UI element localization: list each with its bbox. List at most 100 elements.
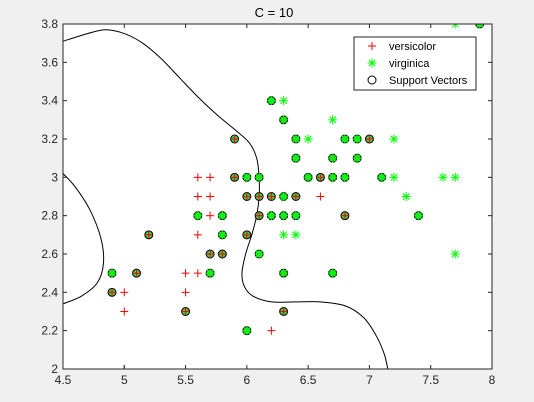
axes-box xyxy=(62,23,493,370)
versicolor-point xyxy=(206,250,215,258)
y-tick-label: 3.2 xyxy=(41,132,58,146)
legend-label-virginica: virginica xyxy=(389,58,430,70)
y-tick-label: 2.4 xyxy=(41,285,58,299)
virginica-point xyxy=(266,211,276,221)
virginica-point xyxy=(291,230,301,240)
virginica-point xyxy=(193,211,203,221)
decision-boundary-line xyxy=(63,29,389,369)
virginica-point xyxy=(438,172,448,182)
decision-boundaries xyxy=(63,29,389,369)
x-tick-label: 7 xyxy=(366,373,373,387)
versicolor-point xyxy=(230,173,239,182)
versicolor-point xyxy=(316,173,325,182)
x-tick-label: 4.5 xyxy=(55,373,72,387)
versicolor-point xyxy=(193,173,202,182)
x-tick-label: 8 xyxy=(489,373,496,387)
y-tick-label: 2.2 xyxy=(41,324,58,338)
virginica-markers xyxy=(107,24,485,336)
versicolor-point xyxy=(242,192,251,201)
virginica-point xyxy=(279,192,289,201)
versicolor-point xyxy=(316,192,325,201)
chart-title: C = 10 xyxy=(255,5,294,20)
virginica-point xyxy=(254,249,264,259)
versicolor-point xyxy=(242,230,251,239)
versicolor-point xyxy=(144,230,153,239)
legend-label-versicolor: versicolor xyxy=(389,41,436,53)
legend-label-support-vectors: Support Vectors xyxy=(389,75,468,87)
x-axis: 4.5 5 5.5 6 6.5 7 7.5 8 xyxy=(55,24,496,387)
versicolor-point xyxy=(279,307,288,316)
versicolor-point xyxy=(206,173,215,182)
versicolor-point xyxy=(230,135,239,143)
virginica-point xyxy=(291,153,301,163)
virginica-point xyxy=(352,153,362,163)
versicolor-point xyxy=(218,250,227,258)
y-tick-label: 3.6 xyxy=(41,55,58,69)
y-tick-label: 2 xyxy=(51,362,58,376)
legend-marker-versicolor xyxy=(368,42,376,50)
virginica-point xyxy=(377,172,387,182)
y-tick-label: 3.8 xyxy=(41,17,58,31)
x-tick-label: 5 xyxy=(121,373,128,387)
virginica-point xyxy=(367,58,377,68)
y-tick-label: 3.4 xyxy=(41,94,58,108)
virginica-point xyxy=(279,115,289,125)
versicolor-point xyxy=(291,192,300,201)
versicolor-point xyxy=(181,307,190,316)
support-vector-point xyxy=(367,75,377,85)
versicolor-point xyxy=(206,211,215,220)
versicolor-point xyxy=(108,288,117,297)
x-tick-label: 5.5 xyxy=(177,373,194,387)
legend-marker-virginica xyxy=(367,58,377,68)
versicolor-point xyxy=(120,288,129,297)
virginica-point xyxy=(413,211,423,221)
versicolor-point xyxy=(368,42,376,50)
versicolor-point xyxy=(193,192,202,201)
virginica-point xyxy=(401,192,411,201)
y-tick-label: 2.6 xyxy=(41,247,58,261)
virginica-point xyxy=(328,153,338,163)
versicolor-point xyxy=(193,230,202,239)
versicolor-point xyxy=(181,288,190,297)
virginica-point xyxy=(352,134,362,144)
virginica-point xyxy=(389,172,399,182)
legend: versicolor virginica Support Vectors xyxy=(353,36,477,91)
versicolor-point xyxy=(193,269,202,278)
decision-boundary-line xyxy=(63,173,105,305)
versicolor-point xyxy=(120,307,129,316)
virginica-point xyxy=(107,268,117,278)
y-tick-label: 3 xyxy=(51,170,58,184)
virginica-point xyxy=(279,230,289,240)
virginica-point xyxy=(303,134,313,144)
versicolor-point xyxy=(181,269,190,278)
virginica-point xyxy=(291,134,301,144)
versicolor-point xyxy=(132,269,141,278)
virginica-point xyxy=(279,268,289,278)
versicolor-point xyxy=(255,192,264,201)
y-tick-label: 2.8 xyxy=(41,209,58,223)
virginica-point xyxy=(303,172,313,182)
x-tick-label: 6 xyxy=(244,373,251,387)
virginica-point xyxy=(450,172,460,182)
virginica-point xyxy=(217,230,227,240)
versicolor-point xyxy=(206,192,215,201)
virginica-point xyxy=(242,326,252,336)
versicolor-point xyxy=(267,192,276,201)
virginica-point xyxy=(328,115,338,125)
virginica-point xyxy=(340,134,350,144)
versicolor-point xyxy=(267,326,276,335)
virginica-point xyxy=(328,172,338,182)
x-tick-label: 6.5 xyxy=(300,373,317,387)
versicolor-point xyxy=(340,211,349,220)
virginica-point xyxy=(279,96,289,106)
legend-marker-support-vectors xyxy=(367,75,377,85)
virginica-point xyxy=(217,211,227,221)
versicolor-point xyxy=(255,211,264,220)
virginica-point xyxy=(266,96,276,106)
virginica-point xyxy=(279,211,289,221)
virginica-point xyxy=(475,24,485,29)
x-tick-label: 7.5 xyxy=(422,373,439,387)
virginica-point xyxy=(291,211,301,221)
virginica-point xyxy=(389,134,399,144)
